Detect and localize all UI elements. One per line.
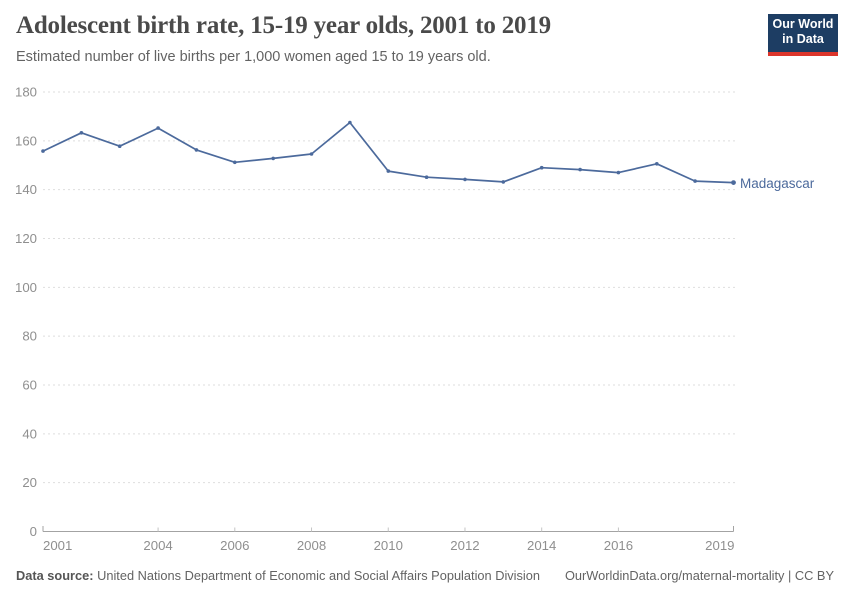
- data-point: [731, 180, 736, 186]
- y-tick-label: 20: [22, 475, 37, 490]
- y-tick-label: 180: [15, 85, 37, 100]
- data-source-text: United Nations Department of Economic an…: [97, 568, 541, 583]
- x-tick-label: 2012: [450, 538, 479, 553]
- x-tick-label: 2008: [297, 538, 326, 553]
- x-tick-label: 2006: [220, 538, 249, 553]
- x-tick-label: 2001: [43, 538, 72, 553]
- data-point: [655, 162, 659, 166]
- x-tick-label: 2014: [527, 538, 556, 553]
- y-tick-label: 120: [15, 231, 37, 246]
- y-tick-label: 100: [15, 280, 37, 295]
- y-tick-label: 140: [15, 182, 37, 197]
- chart-footer: Data source: United Nations Department o…: [16, 568, 834, 583]
- data-point: [463, 177, 467, 182]
- series-end-label: Madagascar: [740, 176, 815, 191]
- data-point: [309, 152, 314, 156]
- data-point: [117, 144, 122, 148]
- y-tick-label: 80: [22, 329, 37, 344]
- data-point: [386, 169, 391, 173]
- x-tick-label: 2019: [705, 538, 734, 553]
- data-point: [41, 149, 45, 153]
- data-point: [616, 170, 621, 175]
- data-source-note: Data source: United Nations Department o…: [16, 568, 540, 583]
- data-point: [578, 167, 582, 172]
- data-point: [501, 180, 506, 184]
- y-tick-label: 160: [15, 133, 37, 148]
- owid-logo-line1: Our World: [772, 17, 834, 31]
- owid-logo-line2: in Data: [782, 32, 824, 46]
- data-point: [79, 131, 84, 135]
- chart-subtitle: Estimated number of live births per 1,00…: [16, 49, 491, 65]
- y-tick-label: 40: [22, 426, 37, 441]
- x-tick-label: 2004: [143, 538, 172, 553]
- attribution-license: OurWorldinData.org/maternal-mortality | …: [564, 568, 834, 583]
- page-title: Adolescent birth rate, 15-19 year olds, …: [16, 12, 551, 39]
- data-point: [271, 156, 276, 161]
- data-point: [348, 120, 352, 125]
- data-point: [233, 160, 237, 165]
- data-source-label: Data source:: [16, 568, 94, 583]
- data-point: [194, 148, 199, 152]
- data-point: [424, 175, 429, 179]
- series-line: [42, 121, 735, 184]
- x-tick-label: 2016: [604, 538, 633, 553]
- data-point: [156, 126, 160, 130]
- y-tick-label: 60: [22, 378, 37, 393]
- owid-logo: Our World in Data: [768, 14, 838, 56]
- data-point: [693, 179, 697, 183]
- x-tick-label: 2010: [374, 538, 403, 553]
- y-tick-label: 0: [30, 524, 37, 539]
- data-point: [539, 165, 544, 170]
